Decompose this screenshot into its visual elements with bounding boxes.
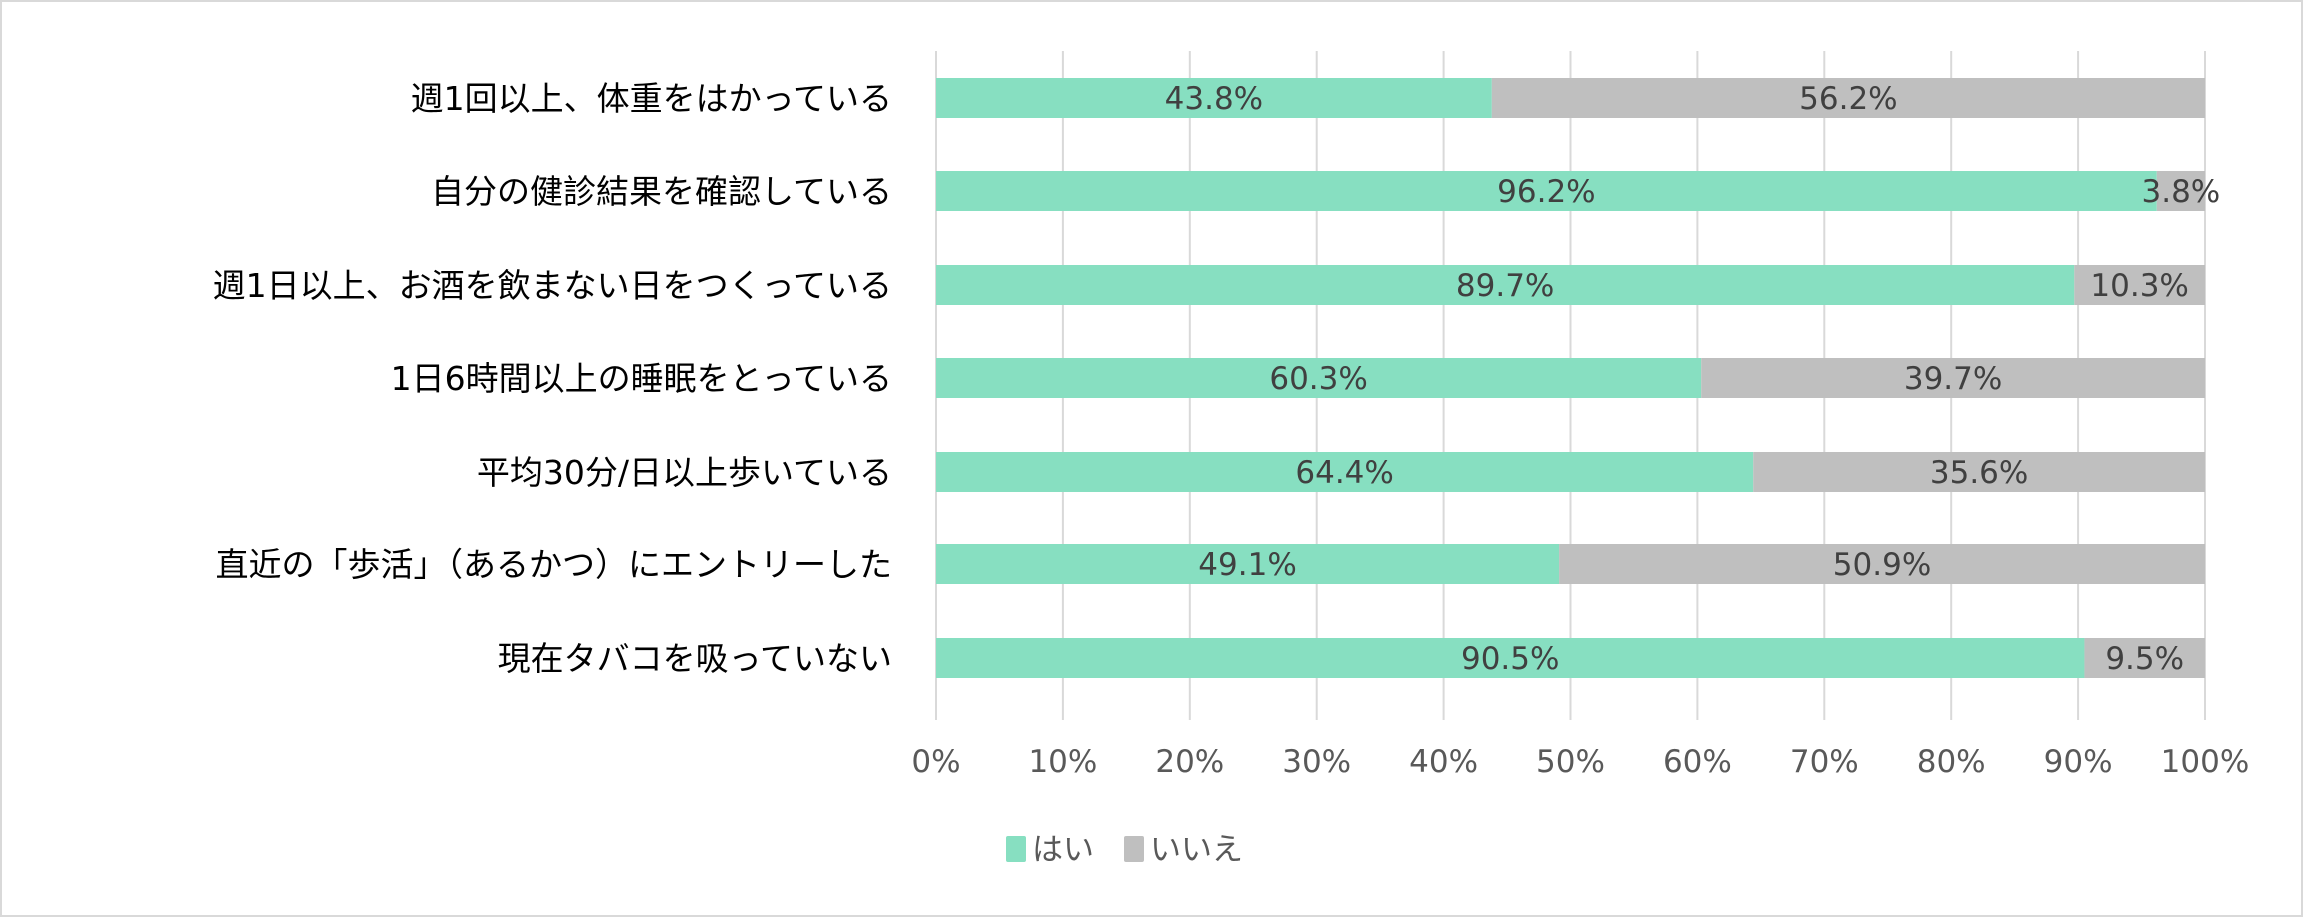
category-label: 1日6時間以上の睡眠をとっている bbox=[391, 359, 892, 398]
data-label: 9.5% bbox=[2105, 641, 2184, 677]
category-label: 週1回以上、体重をはかっている bbox=[411, 79, 892, 118]
legend-label: はい bbox=[1032, 832, 1094, 868]
x-tick-label: 80% bbox=[1917, 744, 1986, 780]
category-label: 週1日以上、お酒を飲まない日をつくっている bbox=[213, 266, 892, 305]
legend-swatch bbox=[1124, 836, 1144, 862]
data-label: 3.8% bbox=[2142, 174, 2221, 210]
legend-label: いいえ bbox=[1150, 832, 1243, 868]
data-label: 10.3% bbox=[2090, 268, 2188, 304]
x-tick-label: 40% bbox=[1409, 744, 1478, 780]
category-label: 自分の健診結果を確認している bbox=[431, 172, 892, 211]
data-label: 89.7% bbox=[1456, 268, 1554, 304]
data-label: 60.3% bbox=[1269, 361, 1367, 397]
x-tick-label: 20% bbox=[1155, 744, 1224, 780]
legend-swatch bbox=[1006, 836, 1026, 862]
data-label: 56.2% bbox=[1799, 81, 1897, 117]
x-tick-label: 70% bbox=[1790, 744, 1859, 780]
x-tick-label: 100% bbox=[2161, 744, 2250, 780]
data-label: 49.1% bbox=[1198, 547, 1296, 583]
bar-segment-no bbox=[2084, 638, 2205, 678]
bar-segment-yes bbox=[936, 78, 1492, 118]
data-label: 64.4% bbox=[1295, 455, 1393, 491]
x-tick-label: 10% bbox=[1028, 744, 1097, 780]
x-tick-label: 50% bbox=[1536, 744, 1605, 780]
bar-segment-no bbox=[1753, 452, 2205, 492]
bar-segment-yes bbox=[936, 544, 1560, 584]
data-label: 96.2% bbox=[1497, 174, 1595, 210]
x-tick-label: 30% bbox=[1282, 744, 1351, 780]
data-label: 50.9% bbox=[1833, 547, 1931, 583]
bar-segment-yes bbox=[936, 265, 2075, 305]
bar-segment-no bbox=[1559, 544, 2205, 584]
data-label: 39.7% bbox=[1904, 361, 2002, 397]
category-label: 平均30分/日以上歩いている bbox=[477, 453, 892, 492]
bar-segment-no bbox=[2074, 265, 2205, 305]
data-label: 43.8% bbox=[1165, 81, 1263, 117]
data-label: 35.6% bbox=[1930, 455, 2028, 491]
bar-segment-no bbox=[1701, 358, 2205, 398]
bar-segment-yes bbox=[936, 452, 1754, 492]
bar-segment-yes bbox=[936, 638, 2085, 678]
bar-segment-no bbox=[2156, 171, 2205, 211]
category-label: 直近の「歩活」（あるかつ）にエントリーした bbox=[216, 545, 893, 584]
x-tick-label: 0% bbox=[911, 744, 960, 780]
x-tick-label: 60% bbox=[1663, 744, 1732, 780]
bar-segment-no bbox=[1491, 78, 2205, 118]
category-label: 現在タバコを吸っていない bbox=[498, 639, 892, 678]
data-label: 90.5% bbox=[1461, 641, 1559, 677]
bar-segment-yes bbox=[936, 358, 1702, 398]
x-tick-label: 90% bbox=[2044, 744, 2113, 780]
bar-segment-yes bbox=[936, 171, 2157, 211]
